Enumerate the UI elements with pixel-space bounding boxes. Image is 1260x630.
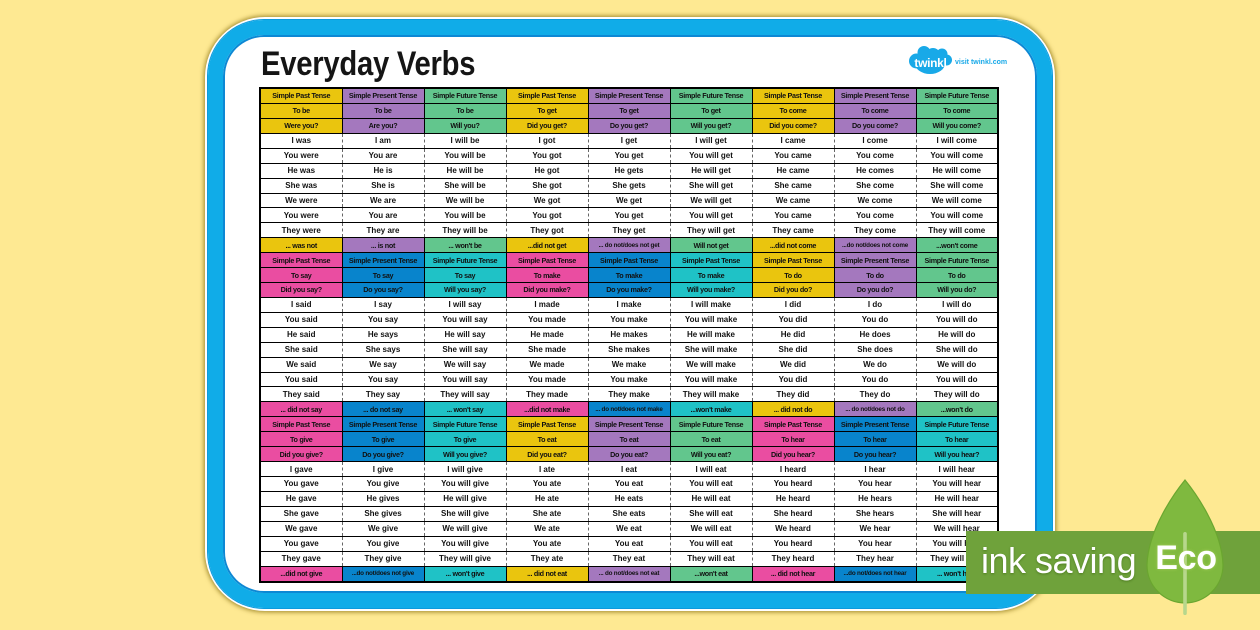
svg-text:visit twinkl.com: visit twinkl.com — [955, 59, 1007, 66]
svg-text:twinkl: twinkl — [914, 56, 946, 70]
